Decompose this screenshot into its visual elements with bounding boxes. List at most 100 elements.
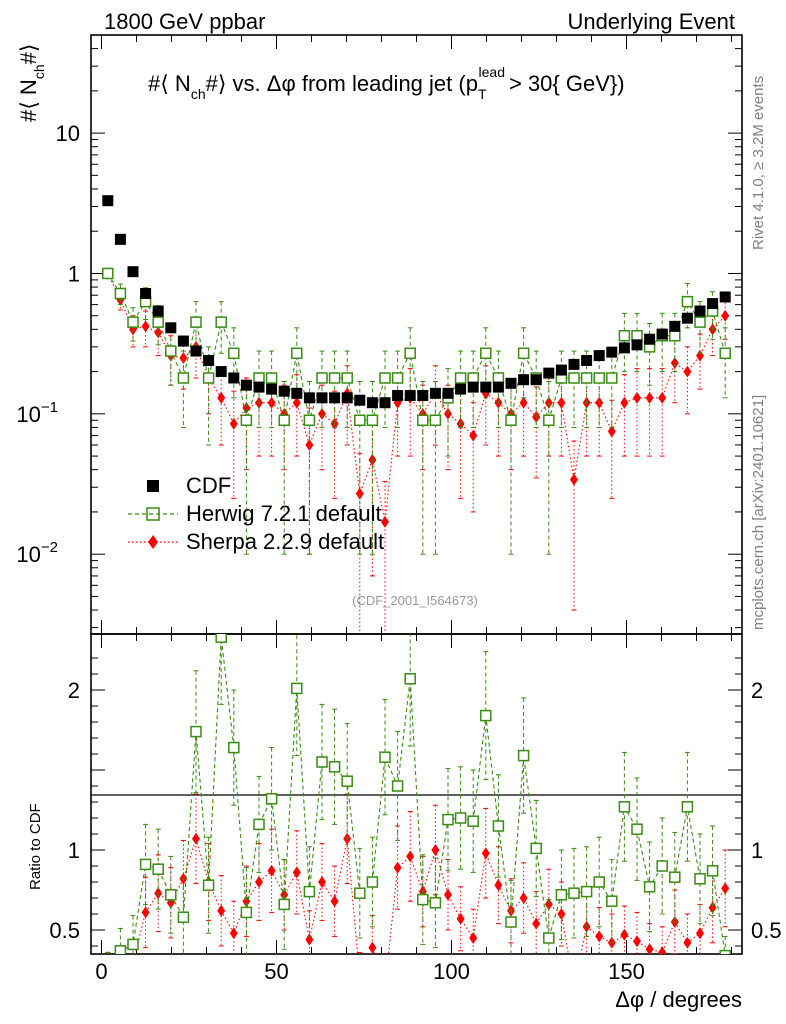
herwig-ratio-line [115, 637, 726, 954]
main-y-tick-label: 10 [56, 121, 80, 146]
herwig-point [568, 372, 580, 384]
sherpa-point [633, 391, 641, 404]
herwig-point [379, 372, 391, 384]
main-y-tick-label: 1 [68, 261, 80, 286]
sherpa-ratio-point [645, 943, 654, 954]
herwig-ratio-point [379, 751, 391, 763]
herwig-point [114, 287, 127, 300]
mcplots-text: mcplots.cern.ch [arXiv:2401.10621] [750, 395, 767, 630]
herwig-point [669, 329, 681, 342]
sherpa-ratio-point [469, 932, 478, 944]
cdf-point [102, 195, 114, 207]
herwig-point [278, 414, 290, 426]
herwig-point [467, 372, 479, 384]
x-tick-label: 50 [264, 959, 288, 984]
sherpa-ratio-point [721, 882, 730, 895]
sherpa-point [292, 396, 301, 409]
main-y-label-b: ch [31, 64, 47, 79]
sherpa-ratio-point [292, 866, 301, 879]
herwig-ratio-point [354, 887, 366, 899]
herwig-point [240, 414, 253, 426]
herwig-ratio-point [177, 911, 190, 923]
cdf-point [656, 328, 668, 340]
herwig-ratio-point [165, 889, 177, 901]
header-left: 1800 GeV ppbar [104, 9, 265, 34]
herwig-point [681, 295, 694, 308]
herwig-ratio-point [316, 756, 328, 768]
herwig-ratio-point [580, 885, 593, 898]
sherpa-point [607, 425, 616, 438]
sherpa-point [683, 365, 692, 378]
cdf-point [354, 394, 366, 406]
legend-marker-sherpa [148, 535, 158, 549]
herwig-point [593, 372, 605, 384]
sherpa-point [318, 407, 326, 420]
x-tick-label: 100 [433, 959, 470, 984]
sherpa-ratio-point [330, 895, 339, 908]
cdf-point [165, 322, 177, 334]
cdf-point [203, 354, 215, 366]
main-y-label-a: #⟨ N [16, 79, 41, 122]
sherpa-ratio-point [318, 876, 326, 888]
sherpa-ratio-point [519, 892, 528, 904]
plot-title-part-c: #⟩ vs. Δφ from leading jet (p [206, 71, 478, 96]
herwig-point [102, 267, 114, 280]
sherpa-point [721, 309, 730, 322]
herwig-point [505, 414, 517, 426]
herwig-ratio-point [480, 709, 492, 722]
sherpa-ratio-point [570, 980, 578, 992]
sherpa-ratio-point [633, 935, 641, 948]
cdf-point [568, 358, 580, 370]
sherpa-point [179, 351, 188, 364]
herwig-ratio-point [278, 898, 290, 911]
herwig-point [429, 414, 442, 426]
ratio-y-ticks: 2 1 0.5 2 1 0.5 [49, 657, 782, 947]
plot-title-part-a: #⟨ N [148, 71, 191, 96]
cdf-point [618, 342, 630, 354]
sherpa-point [658, 391, 667, 404]
sherpa-ratio-point [696, 927, 704, 940]
sherpa-ratio-point [368, 941, 377, 954]
herwig-point [328, 372, 341, 384]
sherpa-ratio-point [595, 930, 604, 943]
herwig-point [354, 414, 366, 426]
herwig-ratio-point [429, 897, 442, 909]
sherpa-ratio-point [356, 972, 364, 984]
herwig-ratio-point [190, 725, 202, 738]
herwig-point [202, 372, 215, 384]
sherpa-point [381, 515, 389, 528]
herwig-ratio-point [328, 761, 341, 773]
cdf-point [442, 387, 454, 399]
cdf-point [266, 383, 278, 395]
sherpa-ratio-point [381, 982, 389, 994]
cdf-point [707, 298, 719, 310]
cdf-point [341, 392, 353, 404]
analysis-watermark: (CDF_2001_I564673) [352, 593, 478, 608]
herwig-point [265, 372, 278, 384]
cdf-point [581, 354, 593, 366]
x-axis-label: Δφ / degrees [615, 987, 742, 1012]
sherpa-ratio-point [444, 888, 452, 901]
herwig-point [631, 329, 643, 342]
cdf-point [215, 366, 227, 378]
cdf-point [593, 350, 605, 362]
sherpa-ratio-point [192, 832, 200, 845]
herwig-point [417, 414, 429, 426]
herwig-ratio-point [517, 749, 530, 762]
herwig-ratio-point [706, 865, 719, 877]
cdf-point [543, 367, 555, 379]
plot-title: #⟨ Nch#⟩ vs. Δφ from leading jet (pTlead… [148, 64, 625, 102]
herwig-ratio-point [555, 889, 568, 901]
herwig-point [366, 414, 379, 426]
cdf-point [455, 383, 467, 395]
ratio-x-ticks: 0 50 100 150 [95, 634, 732, 984]
herwig-point [253, 372, 265, 384]
herwig-point [165, 345, 177, 357]
herwig-point [291, 347, 303, 360]
cdf-point [417, 390, 429, 402]
sherpa-ratio-point [658, 946, 667, 954]
herwig-ratio-point [694, 873, 706, 885]
herwig-ratio-point [240, 906, 253, 919]
sherpa-point [154, 326, 163, 339]
